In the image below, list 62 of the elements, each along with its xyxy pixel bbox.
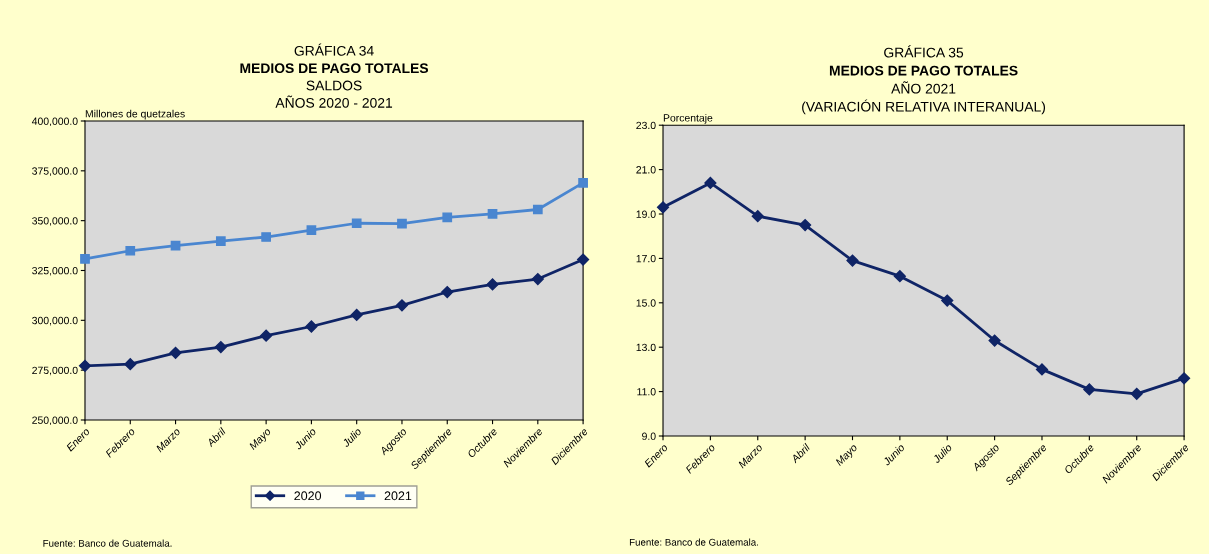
- point: [656, 201, 670, 214]
- point: [1035, 363, 1049, 376]
- y-tick-label: 11.0: [637, 388, 656, 396]
- point: [80, 254, 90, 264]
- point: [350, 308, 363, 322]
- text: GRÁFICA 34: [294, 43, 374, 56]
- y-tick-label: 300,000.0: [32, 316, 78, 326]
- legend-label: 2020: [294, 491, 322, 501]
- legend-label: 2021: [384, 491, 412, 501]
- point: [125, 245, 136, 256]
- y-tick-label: 17.0: [636, 254, 656, 263]
- point: [397, 218, 407, 229]
- y-tick-label: 275,000.0: [32, 366, 78, 376]
- text: GRÁFICA 35: [884, 45, 964, 58]
- point: [305, 320, 318, 333]
- point: [1083, 383, 1096, 396]
- point: [260, 329, 273, 342]
- point: [215, 236, 226, 247]
- point: [261, 232, 271, 242]
- point: [351, 218, 362, 229]
- point: [1130, 387, 1143, 400]
- chart-title: MEDIOS DE PAGO TOTALES: [240, 63, 429, 74]
- y-tick-label: 21.0: [636, 166, 656, 174]
- point: [487, 209, 498, 219]
- chart-subtitle: AÑO 2021 (VARIACIÓN RELATIVA INTERANUAL): [802, 81, 1046, 115]
- y-tick-label: 250,000.0: [32, 416, 78, 426]
- point: [532, 204, 543, 215]
- chart-title: MEDIOS DE PAGO TOTALES: [829, 65, 1018, 76]
- point: [442, 212, 453, 223]
- y-tick-label: 350,000.0: [32, 217, 78, 226]
- point: [941, 294, 954, 307]
- point: [214, 340, 227, 354]
- point: [1177, 372, 1191, 385]
- point: [704, 176, 717, 190]
- y-tick-label: 325,000.0: [32, 266, 78, 276]
- y-axis-title: Porcentaje: [663, 113, 713, 124]
- point: [395, 299, 409, 312]
- source-note: Fuente: Banco de Guatemala.: [629, 538, 758, 546]
- y-tick-label: 9.0: [642, 432, 656, 440]
- point: [846, 254, 859, 267]
- point: [306, 225, 317, 236]
- point: [751, 210, 764, 223]
- y-axis-title: Millones de quetzales: [85, 109, 185, 120]
- y-tick-label: 375,000.0: [32, 167, 78, 176]
- point: [78, 359, 92, 372]
- point: [441, 285, 454, 299]
- source-note: Fuente: Banco de Guatemala.: [43, 539, 172, 547]
- y-tick-label: 13.0: [636, 343, 656, 352]
- y-tick-label: 15.0: [636, 299, 656, 307]
- point: [124, 358, 137, 371]
- point: [169, 346, 182, 359]
- point: [578, 177, 588, 188]
- point: [486, 278, 499, 291]
- y-tick-label: 400,000.0: [31, 117, 78, 127]
- y-tick-label: 19.0: [636, 210, 656, 218]
- point: [577, 253, 590, 266]
- point: [799, 219, 812, 232]
- point: [893, 270, 906, 283]
- point: [531, 272, 544, 286]
- chart-subtitle: SALDOS AÑOS 2020 - 2021: [275, 80, 393, 108]
- y-tick-label: 23.0: [636, 121, 656, 130]
- point: [988, 334, 1001, 347]
